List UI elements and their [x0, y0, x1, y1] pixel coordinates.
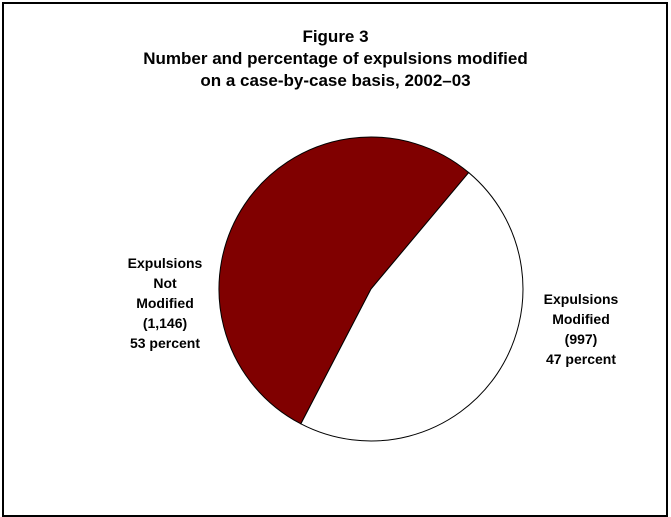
chart-title: Figure 3 Number and percentage of expuls… — [0, 26, 671, 92]
title-line-3: on a case-by-case basis, 2002–03 — [200, 71, 471, 90]
slice-label-line: Modified — [136, 295, 194, 311]
pie-slice-modified — [300, 171, 524, 442]
slice-label-line: 53 percent — [129, 335, 201, 351]
slice-label-not-modified: Expulsions Not Modified (1,146) 53 perce… — [100, 253, 230, 353]
slice-label-line: 47 percent — [545, 351, 617, 367]
slice-label-modified: Expulsions Modified (997) 47 percent — [516, 289, 646, 369]
slice-label-line: (997) — [564, 331, 598, 347]
title-line-2: Number and percentage of expulsions modi… — [143, 49, 528, 68]
slice-label-line: (1,146) — [142, 315, 188, 331]
slice-label-line: Expulsions — [543, 291, 619, 307]
pie-chart — [218, 136, 524, 442]
pie-slice-not-modified — [218, 136, 470, 425]
slice-label-line: Expulsions — [127, 255, 203, 271]
slice-label-line: Modified — [552, 311, 610, 327]
title-line-1: Figure 3 — [302, 27, 369, 46]
slice-label-line: Not — [153, 275, 177, 291]
